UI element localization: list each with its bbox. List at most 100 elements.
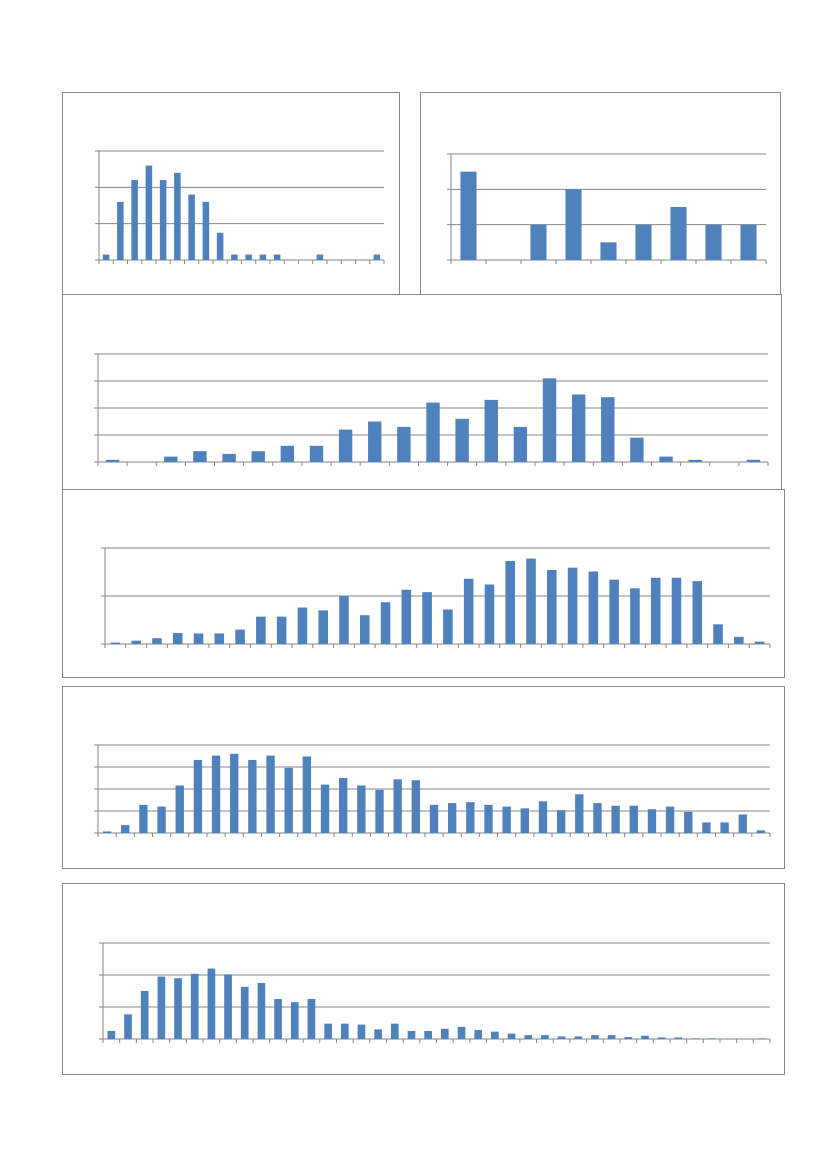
bar [297,607,308,644]
bar [380,602,391,644]
chart-3 [94,353,769,466]
bar [290,1002,299,1039]
bar [738,814,747,833]
bar [524,1035,533,1039]
bar [702,822,711,833]
bar [463,578,474,644]
bar [647,809,657,833]
bar [588,571,599,644]
bar [159,180,167,260]
bar [193,633,204,644]
chart-panel-6 [62,883,785,1075]
bar [513,426,528,462]
bar [216,232,224,260]
bar [507,1033,516,1039]
bar [121,825,130,833]
bar [530,224,547,260]
bar [174,978,182,1039]
bar [491,1031,499,1039]
bar [557,1036,566,1039]
bar [740,224,757,260]
bar [318,610,328,644]
bar [684,811,693,833]
bar [190,973,199,1039]
bar [635,224,652,260]
bar [567,567,578,644]
bar [591,1035,599,1039]
bar [505,560,516,644]
bar [520,808,529,833]
bar [746,459,761,462]
bar [541,1035,549,1039]
chart-panel-4 [62,489,785,678]
bar [274,999,282,1039]
bar [401,589,412,644]
bar [447,803,457,833]
bar [607,1035,616,1039]
bar [316,254,324,260]
bar [193,759,203,833]
bar [102,831,112,833]
bar [105,459,120,462]
bar [340,1023,349,1039]
bar [307,999,316,1039]
bar [172,632,183,644]
bar [140,991,149,1039]
bar [152,638,162,644]
bar [164,456,178,462]
chart-panel-5 [62,686,785,869]
bar [207,968,216,1039]
bar [276,616,287,644]
bar [484,399,498,462]
bar [601,397,615,462]
bar [674,1037,683,1039]
bar [484,584,495,644]
bar [609,579,619,644]
bar [670,207,687,260]
bar [630,437,644,462]
bar [542,378,557,462]
bar [339,596,349,644]
chart-panel-2 [420,92,781,295]
bar [157,976,166,1039]
bar [110,642,121,644]
bar [266,755,275,833]
bar [756,830,766,833]
bar [373,254,381,260]
bar [526,558,536,644]
bar [324,1023,332,1039]
bar [571,394,586,462]
bar [131,640,141,644]
bar [174,172,181,260]
bar [688,459,702,462]
bar [107,1031,116,1039]
bar [280,445,295,462]
bar [393,779,402,833]
bar [230,753,239,833]
bar [565,189,582,260]
chart-panel-3 [62,294,782,491]
bar [245,254,252,260]
bar [611,805,620,833]
bar [734,636,744,644]
bar [424,1031,432,1039]
chart-panel-1 [62,92,400,295]
bar [705,224,722,260]
bar [538,801,548,833]
bar [390,1023,399,1039]
bar [359,615,370,644]
bar [629,805,638,833]
bar [257,983,266,1039]
bar [411,780,421,833]
bar [457,1026,466,1039]
bar [407,1031,416,1039]
bar [357,785,366,833]
bar [102,254,110,260]
bar [240,986,249,1039]
bar [691,1038,699,1039]
bar [443,609,453,644]
bar [422,592,432,644]
bar [222,453,236,462]
bar [574,1036,583,1039]
bar [713,624,723,644]
